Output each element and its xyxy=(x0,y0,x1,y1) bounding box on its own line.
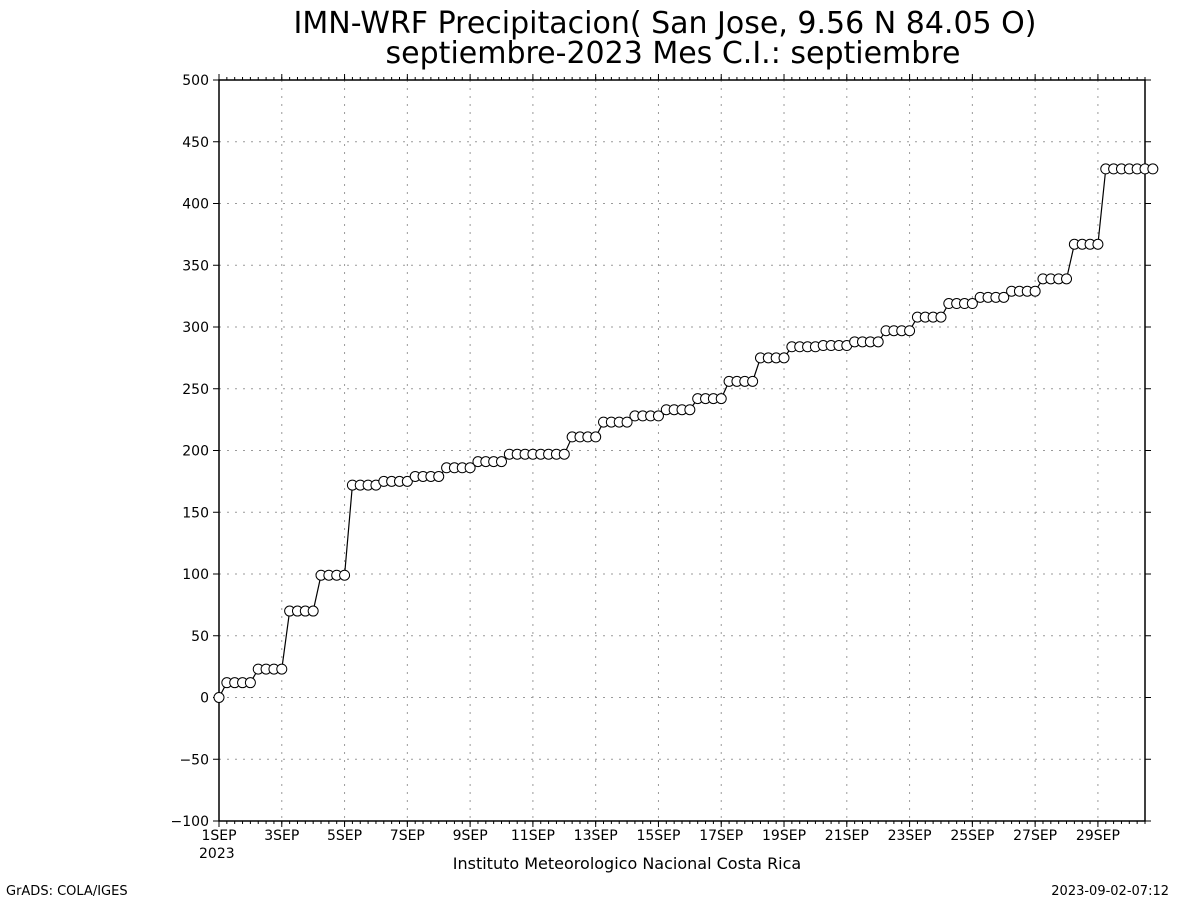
data-point xyxy=(652,410,664,422)
x-tick-label: 17SEP xyxy=(699,828,743,844)
x-tick-label: 5SEP xyxy=(327,828,362,844)
y-tick-label: 100 xyxy=(182,567,209,583)
x-tick-label: 25SEP xyxy=(950,828,994,844)
x-tick-label: 1SEP xyxy=(201,828,236,844)
data-point xyxy=(778,352,790,364)
data-point xyxy=(684,404,696,416)
chart-subtitle: septiembre-2023 Mes C.I.: septiembre xyxy=(386,36,961,71)
footer-software: GrADS: COLA/IGES xyxy=(6,884,128,899)
data-point xyxy=(244,677,256,689)
y-tick-label: 200 xyxy=(182,444,209,460)
y-tick-label: 400 xyxy=(182,197,209,213)
footer-timestamp: 2023-09-02-07:12 xyxy=(1051,884,1169,899)
data-point xyxy=(1147,163,1159,175)
data-point xyxy=(747,375,759,387)
x-tick-label: 11SEP xyxy=(511,828,555,844)
x-tick-label: 13SEP xyxy=(574,828,618,844)
x-tick-label: 15SEP xyxy=(636,828,680,844)
plot-frame xyxy=(218,79,1146,822)
y-tick-label: 450 xyxy=(182,135,209,151)
data-point xyxy=(998,291,1010,303)
footer-institution: Instituto Meteorologico Nacional Costa R… xyxy=(453,854,801,873)
y-tick-label: −100 xyxy=(171,814,209,830)
x-tick-label: 23SEP xyxy=(888,828,932,844)
data-point xyxy=(1092,238,1104,250)
y-tick-label: 350 xyxy=(182,258,209,274)
data-point xyxy=(590,431,602,443)
data-point xyxy=(1029,285,1041,297)
y-tick-label: 0 xyxy=(200,691,209,707)
data-point xyxy=(496,456,508,468)
x-tick-label: 7SEP xyxy=(390,828,425,844)
series-precipitation xyxy=(213,163,1159,703)
axes: −100 −50 0 50 100 150 200 250 300 350 400 450 500 1SE… xyxy=(171,73,1151,844)
data-point xyxy=(966,298,978,310)
y-tick-label: 300 xyxy=(182,320,209,336)
data-point xyxy=(276,663,288,675)
data-point xyxy=(935,311,947,323)
data-point xyxy=(621,416,633,428)
data-point xyxy=(558,448,570,460)
series-line xyxy=(218,168,1153,698)
data-point xyxy=(904,325,916,337)
x-tick-label: 19SEP xyxy=(762,828,806,844)
x-axis-year-label: 2023 xyxy=(199,846,235,862)
data-point xyxy=(1061,273,1073,285)
y-tick-label: 500 xyxy=(182,73,209,89)
x-tick-label: 3SEP xyxy=(264,828,299,844)
x-tick-label: 21SEP xyxy=(825,828,869,844)
data-point xyxy=(872,336,884,348)
data-point xyxy=(715,393,727,405)
y-tick-label: 150 xyxy=(182,505,209,521)
grid-lines xyxy=(219,80,1145,821)
x-tick-label: 29SEP xyxy=(1076,828,1120,844)
data-point xyxy=(401,475,413,487)
data-point xyxy=(307,605,319,617)
data-point xyxy=(213,692,225,703)
data-point xyxy=(464,462,476,474)
y-tick-label: −50 xyxy=(179,752,209,768)
y-tick-label: 50 xyxy=(191,629,209,645)
x-tick-label: 27SEP xyxy=(1013,828,1057,844)
x-tick-label: 9SEP xyxy=(453,828,488,844)
data-point xyxy=(433,470,445,482)
y-tick-label: 250 xyxy=(182,382,209,398)
data-point xyxy=(339,569,351,581)
chart-title: IMN-WRF Precipitacion( San Jose, 9.56 N … xyxy=(294,6,1037,41)
